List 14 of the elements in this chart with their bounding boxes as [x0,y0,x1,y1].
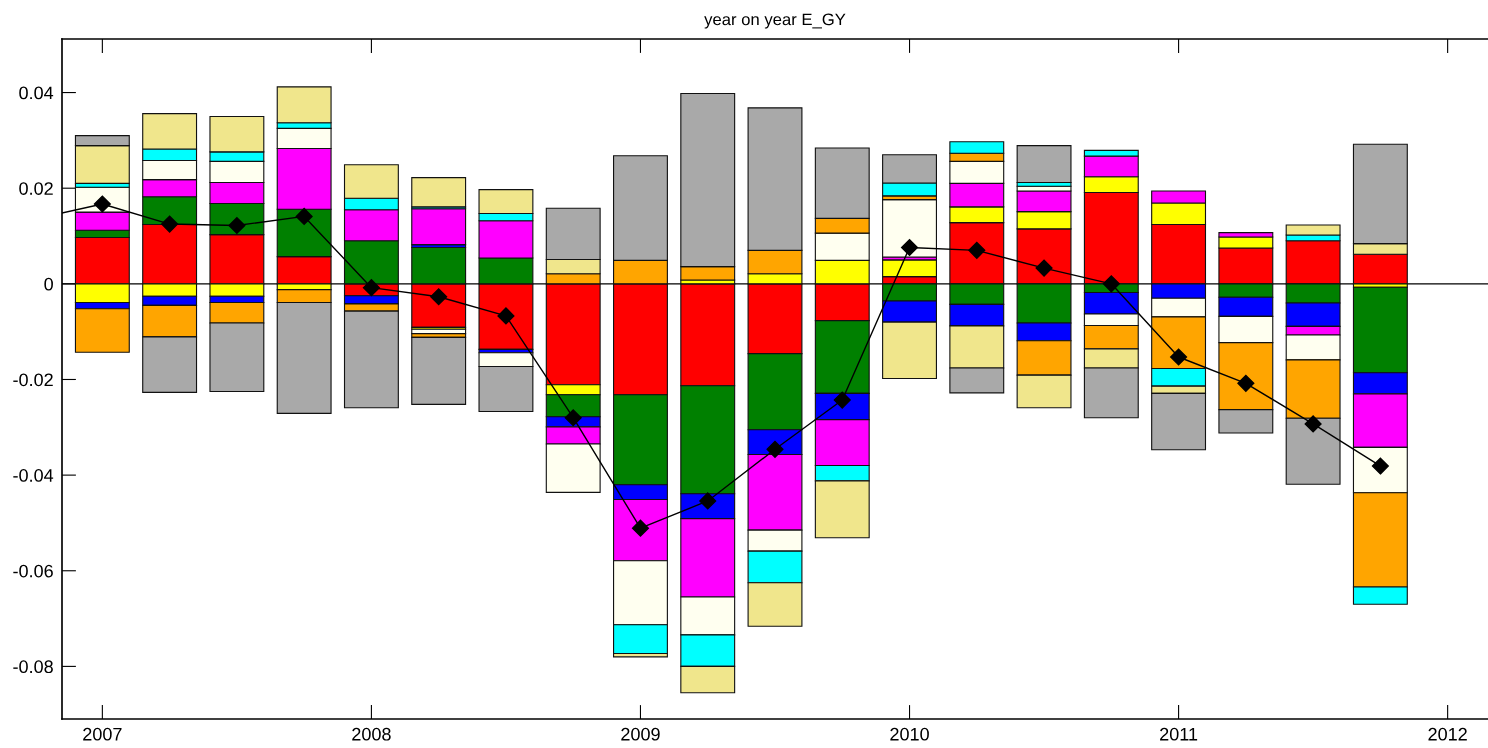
y-tick-label: 0.04 [19,86,54,100]
x-tick-label: 2008 [352,727,391,741]
x-tick-label: 2007 [83,727,122,741]
y-tick-label: -0.02 [13,373,53,387]
y-tick-label: 0.02 [19,182,53,195]
x-tick-label: 2012 [1428,727,1467,741]
y-tick-label: -0.04 [13,469,54,482]
y-tick-label: -0.08 [13,660,53,674]
y-tick-label: -0.06 [13,564,53,578]
x-tick-label: 2011 [1160,727,1198,741]
chart-title: year on year E_GY [704,13,846,29]
x-tick-label: 2010 [890,727,929,741]
x-tick-label: 2009 [621,727,660,741]
y-tick-label: 0 [44,277,53,291]
